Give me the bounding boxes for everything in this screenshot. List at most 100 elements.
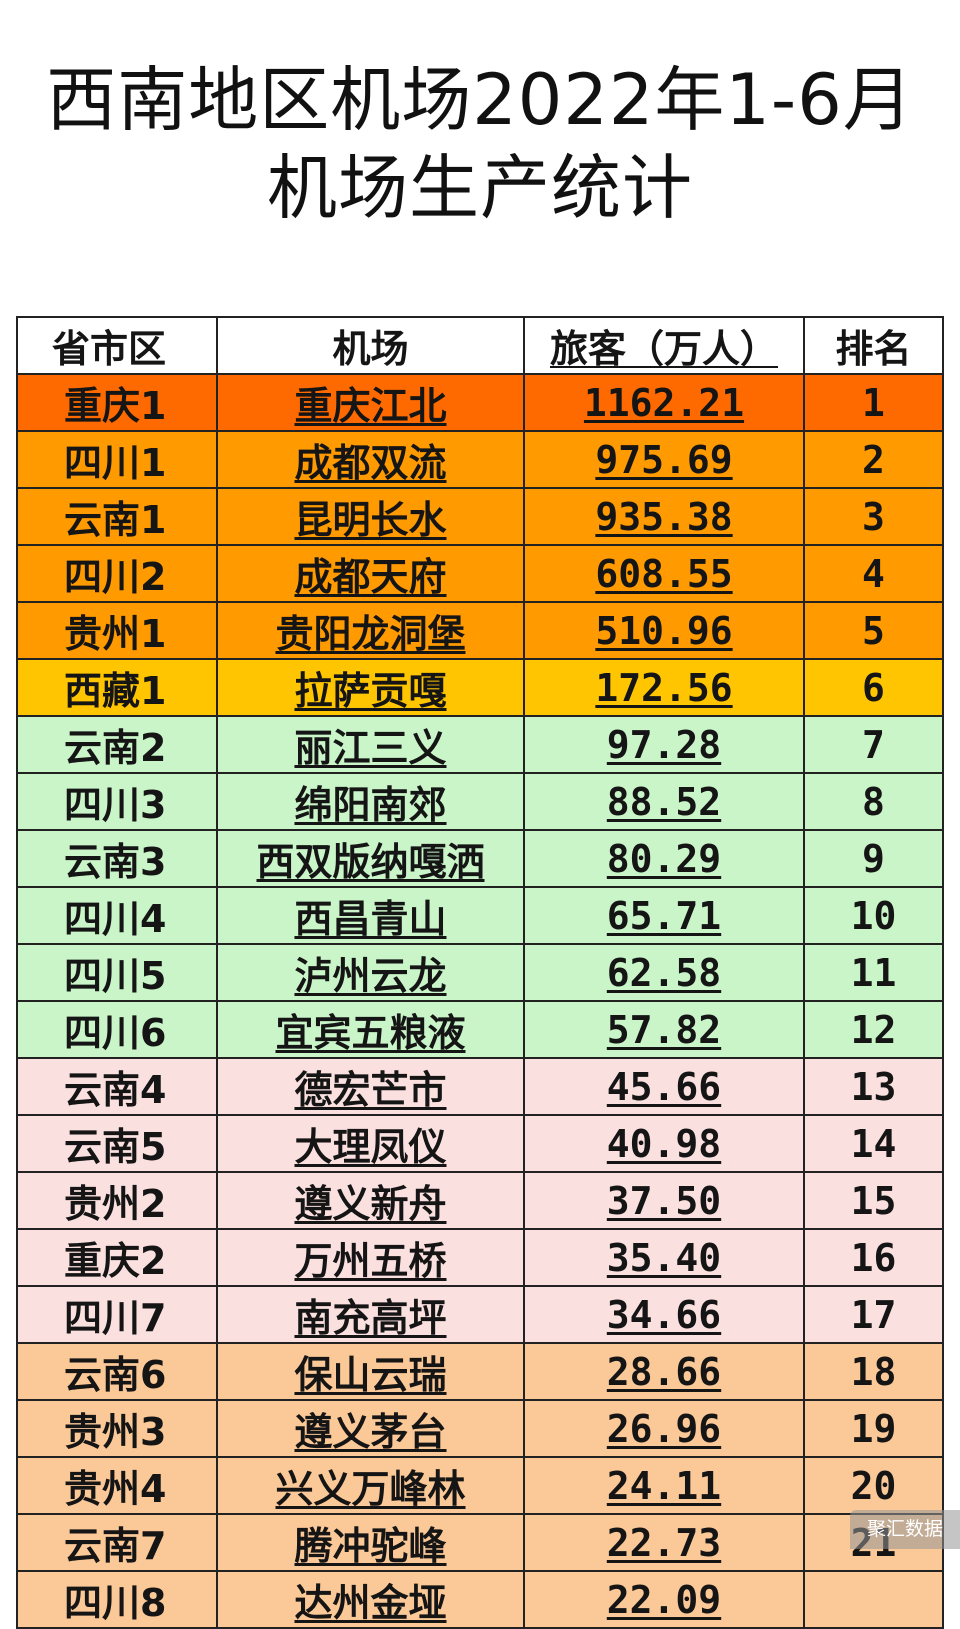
cell-rank: 17	[803, 1285, 944, 1344]
table-row: 四川2 成都天府 608.55 4	[16, 544, 944, 603]
airport-stats-table: 省市区 机场 旅客（万人） 排名 重庆1 重庆江北 1162.21 1 四川1 成都双流 9…	[16, 316, 944, 1629]
cell-passengers: 24.11	[523, 1456, 805, 1515]
table-row: 四川4 西昌青山 65.71 10	[16, 886, 944, 945]
cell-region: 贵州3	[16, 1399, 218, 1458]
cell-airport: 德宏芒市	[216, 1057, 525, 1116]
cell-rank: 18	[803, 1342, 944, 1401]
passenger-count: 22.73	[606, 1520, 722, 1565]
cell-rank: 14	[803, 1114, 944, 1173]
cell-region: 重庆1	[16, 373, 218, 432]
table-row: 贵州4 兴义万峰林 24.11 20	[16, 1456, 944, 1515]
passenger-count: 935.38	[595, 494, 733, 539]
cell-rank: 13	[803, 1057, 944, 1116]
cell-rank: 12	[803, 1000, 944, 1059]
cell-passengers: 40.98	[523, 1114, 805, 1173]
cell-airport: 遵义新舟	[216, 1171, 525, 1230]
cell-passengers: 34.66	[523, 1285, 805, 1344]
header-row: 省市区 机场 旅客（万人） 排名	[16, 316, 944, 375]
cell-airport: 腾冲驼峰	[216, 1513, 525, 1572]
table-row: 云南3 西双版纳嘎洒 80.29 9	[16, 829, 944, 888]
cell-rank: 11	[803, 943, 944, 1002]
table-row: 四川5 泸州云龙 62.58 11	[16, 943, 944, 1002]
passenger-count: 37.50	[606, 1178, 722, 1223]
passenger-count: 975.69	[595, 437, 733, 482]
header-passengers: 旅客（万人）	[523, 316, 805, 375]
cell-rank: 9	[803, 829, 944, 888]
table-header: 省市区 机场 旅客（万人） 排名	[16, 316, 944, 375]
cell-region: 四川4	[16, 886, 218, 945]
cell-passengers: 28.66	[523, 1342, 805, 1401]
cell-rank: 7	[803, 715, 944, 774]
cell-airport: 西双版纳嘎洒	[216, 829, 525, 888]
passenger-count: 62.58	[606, 950, 722, 995]
cell-rank: 10	[803, 886, 944, 945]
cell-region: 四川7	[16, 1285, 218, 1344]
cell-airport: 遵义茅台	[216, 1399, 525, 1458]
cell-rank: 20	[803, 1456, 944, 1515]
table-row: 四川3 绵阳南郊 88.52 8	[16, 772, 944, 831]
table-row: 云南2 丽江三义 97.28 7	[16, 715, 944, 774]
table-row: 四川7 南充高坪 34.66 17	[16, 1285, 944, 1344]
cell-airport: 拉萨贡嘎	[216, 658, 525, 717]
airport-name: 万州五桥	[294, 1239, 447, 1283]
cell-region: 云南7	[16, 1513, 218, 1572]
cell-rank: 8	[803, 772, 944, 831]
cell-airport: 泸州云龙	[216, 943, 525, 1002]
cell-region: 云南2	[16, 715, 218, 774]
stats-table-container: 省市区 机场 旅客（万人） 排名 重庆1 重庆江北 1162.21 1 四川1 成都双流 9…	[16, 316, 944, 1629]
cell-passengers: 172.56	[523, 658, 805, 717]
airport-name: 泸州云龙	[294, 954, 447, 998]
cell-rank: 3	[803, 487, 944, 546]
cell-airport: 贵阳龙洞堡	[216, 601, 525, 660]
cell-region: 四川8	[16, 1570, 218, 1629]
passenger-count: 608.55	[595, 551, 733, 596]
passenger-count: 57.82	[606, 1007, 722, 1052]
cell-airport: 达州金垭	[216, 1570, 525, 1629]
airport-name: 大理凤仪	[294, 1125, 447, 1169]
title-line-1: 西南地区机场2022年1-6月	[46, 59, 914, 141]
passenger-count: 35.40	[606, 1235, 722, 1280]
cell-region: 云南5	[16, 1114, 218, 1173]
cell-region: 云南1	[16, 487, 218, 546]
airport-name: 昆明长水	[294, 498, 447, 542]
table-row: 重庆1 重庆江北 1162.21 1	[16, 373, 944, 432]
cell-region: 四川5	[16, 943, 218, 1002]
cell-airport: 成都双流	[216, 430, 525, 489]
cell-passengers: 510.96	[523, 601, 805, 660]
cell-passengers: 1162.21	[523, 373, 805, 432]
passenger-count: 510.96	[595, 608, 733, 653]
airport-name: 丽江三义	[294, 726, 447, 770]
cell-passengers: 45.66	[523, 1057, 805, 1116]
cell-region: 四川1	[16, 430, 218, 489]
passenger-count: 80.29	[606, 836, 722, 881]
airport-name: 成都天府	[294, 555, 447, 599]
airport-name: 成都双流	[294, 441, 447, 485]
cell-passengers: 62.58	[523, 943, 805, 1002]
cell-rank: 16	[803, 1228, 944, 1287]
airport-name: 南充高坪	[294, 1296, 447, 1340]
airport-name: 兴义万峰林	[275, 1467, 466, 1511]
cell-airport: 昆明长水	[216, 487, 525, 546]
page-title: 西南地区机场2022年1-6月 机场生产统计	[0, 56, 960, 232]
airport-name: 西昌青山	[294, 897, 447, 941]
cell-region: 贵州2	[16, 1171, 218, 1230]
cell-airport: 成都天府	[216, 544, 525, 603]
passenger-count: 45.66	[606, 1064, 722, 1109]
cell-rank: 15	[803, 1171, 944, 1230]
passenger-count: 65.71	[606, 893, 722, 938]
cell-passengers: 608.55	[523, 544, 805, 603]
cell-region: 贵州4	[16, 1456, 218, 1515]
table-row: 西藏1 拉萨贡嘎 172.56 6	[16, 658, 944, 717]
airport-name: 遵义茅台	[294, 1410, 447, 1454]
cell-airport: 重庆江北	[216, 373, 525, 432]
cell-region: 云南3	[16, 829, 218, 888]
table-row: 云南6 保山云瑞 28.66 18	[16, 1342, 944, 1401]
table-row: 四川8 达州金垭 22.09	[16, 1570, 944, 1629]
cell-region: 云南6	[16, 1342, 218, 1401]
cell-airport: 丽江三义	[216, 715, 525, 774]
passenger-count: 172.56	[595, 665, 733, 710]
cell-region: 云南4	[16, 1057, 218, 1116]
cell-passengers: 97.28	[523, 715, 805, 774]
cell-passengers: 65.71	[523, 886, 805, 945]
